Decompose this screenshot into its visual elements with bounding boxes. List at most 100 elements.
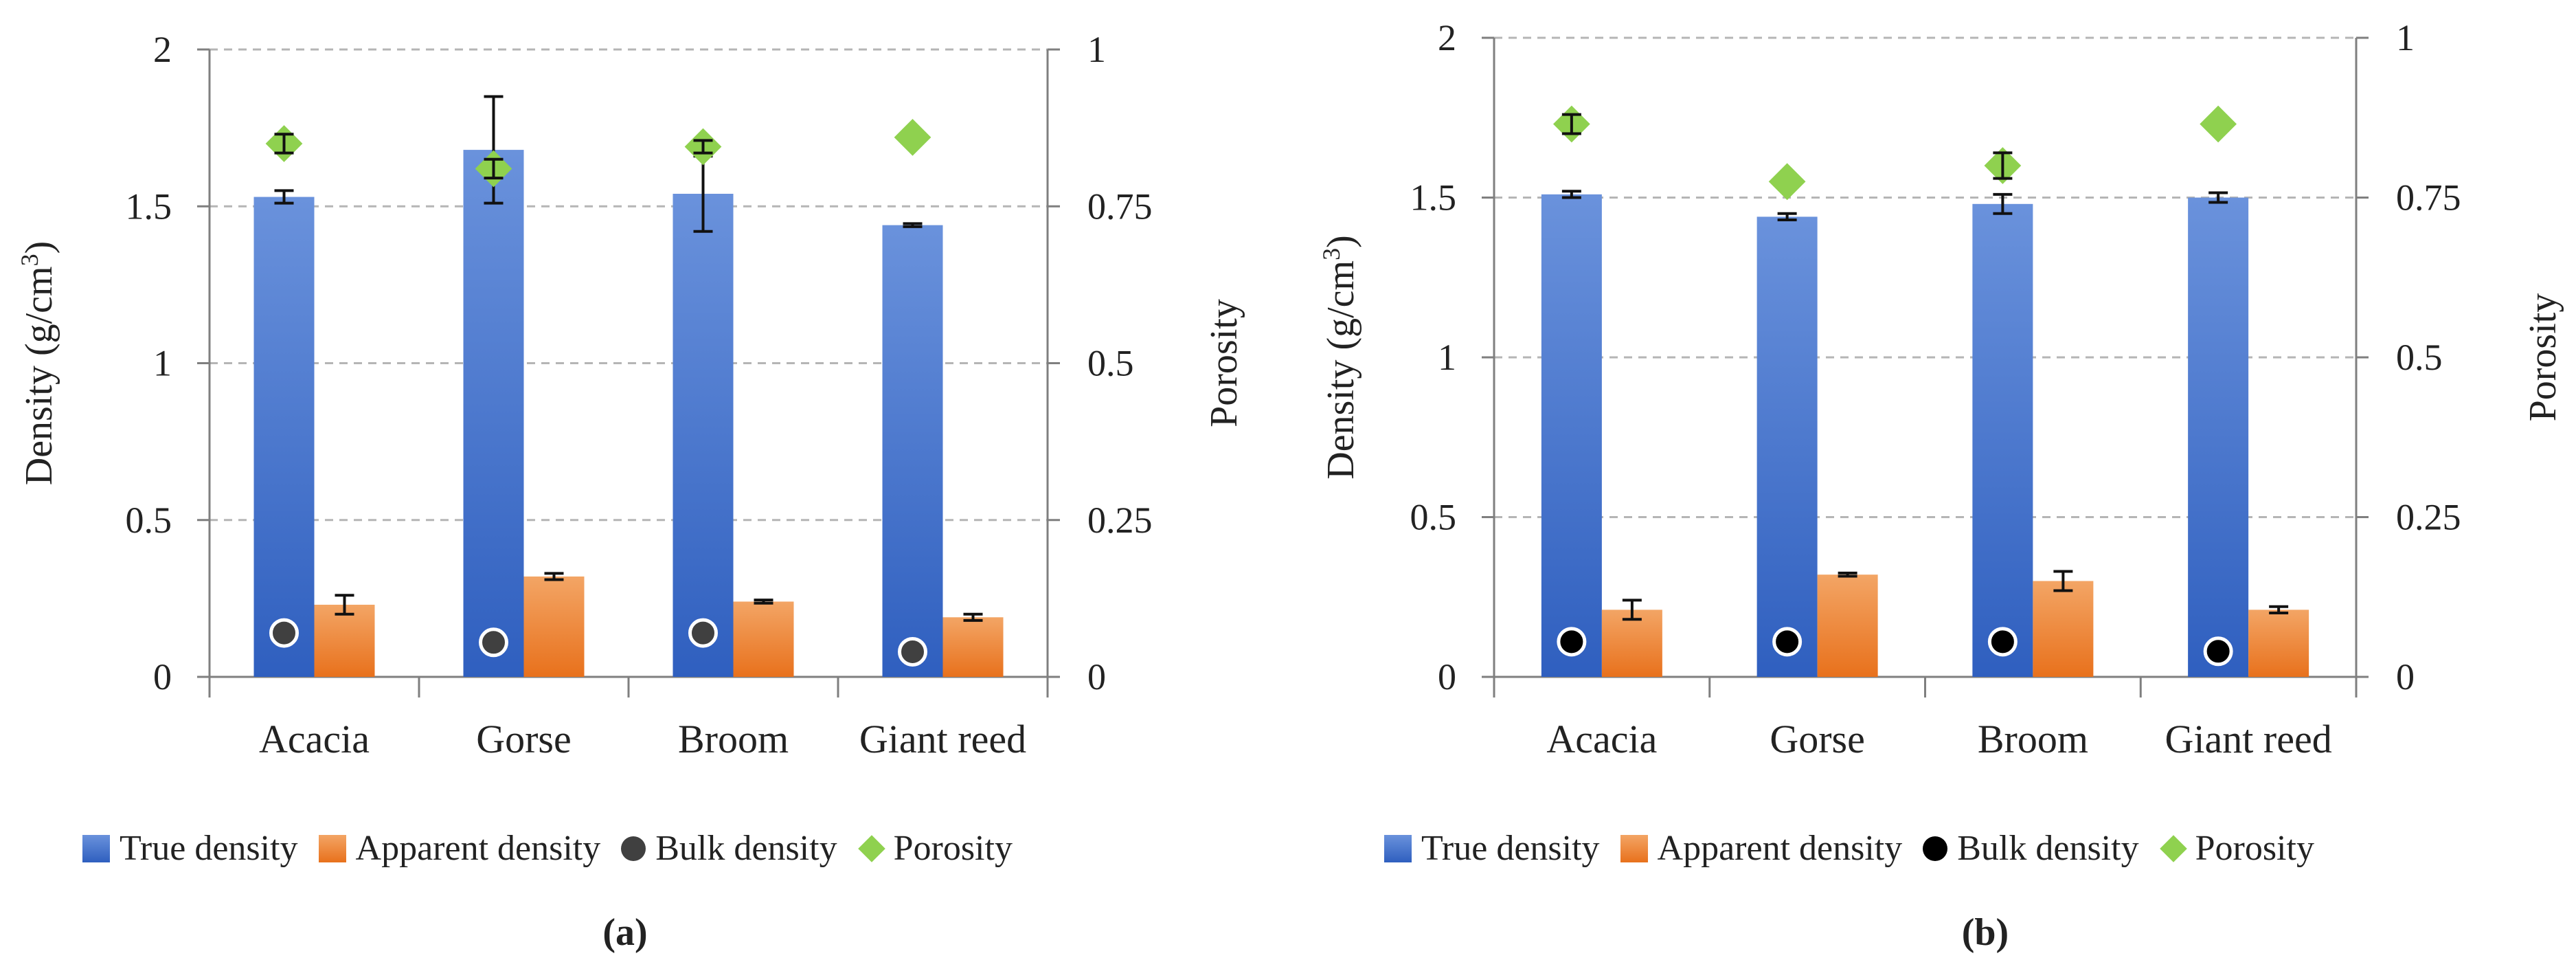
error-bar-apparent-density [2053, 570, 2073, 592]
y-tick-label: 0 [1438, 656, 1456, 697]
x-category-label: Acacia [259, 717, 370, 761]
legend-item-true-density: True density [1384, 828, 1600, 869]
y2-axis-title: Porosity [2522, 293, 2564, 422]
error-bar-apparent-density [754, 599, 773, 605]
point-bulk-density [688, 618, 718, 648]
x-category-label: Acacia [1546, 717, 1657, 761]
x-category-label: Broom [678, 717, 789, 761]
x-category-label: Gorse [476, 717, 572, 761]
error-bar-true-density [1993, 192, 2013, 215]
y2-tick-label: 1 [2396, 17, 2415, 58]
legend-item-bulk-density: Bulk density [1923, 828, 2139, 869]
bar-true-density [253, 197, 315, 677]
legend-swatch-true-density [82, 834, 110, 862]
point-bulk-density [2203, 636, 2233, 667]
y-axis-title: Density (g/cm3) [16, 241, 60, 485]
point-porosity [2200, 105, 2237, 143]
bar-true-density [463, 150, 524, 677]
legend-a: True density Apparent density Bulk densi… [82, 828, 1033, 869]
x-category-label: Giant reed [2165, 717, 2332, 761]
error-bar-porosity [1993, 151, 2013, 180]
y-axis-title-sup: 3 [16, 254, 43, 266]
bar-true-density [673, 193, 734, 677]
chart-b: 0 0.5 1 1.5 2 0 0.25 0.5 0.75 1 Density (g/cm3) Por… [1318, 17, 2564, 761]
error-bar-apparent-density [1622, 599, 1642, 621]
bar-true-density [1972, 203, 2033, 677]
y2-axis-title: Porosity [1203, 299, 1245, 427]
y2-tick-label: 0.75 [2396, 177, 2461, 219]
chart-panel-b: 0 0.5 1 1.5 2 0 0.25 0.5 0.75 1 Density (g/cm3) Por… [1288, 0, 2576, 960]
y2-tick-label: 0 [1087, 656, 1106, 697]
error-bar-porosity [274, 133, 294, 155]
error-bar-apparent-density [544, 572, 564, 581]
y-tick-label: 1.5 [1410, 177, 1457, 219]
legend-swatch-bulk-density [1923, 836, 1948, 861]
y-axis-title: Density (g/cm3) [1318, 235, 1362, 479]
bar-apparent-density [523, 576, 585, 677]
legend-label: True density [1421, 829, 1600, 868]
legend-item-true-density: True density [82, 828, 298, 869]
y2-tick-label: 0.25 [2396, 497, 2461, 538]
legend-item-porosity: Porosity [2159, 828, 2314, 869]
legend-swatch-porosity [857, 834, 885, 862]
y-axis-title-text: Density (g/cm [18, 266, 60, 485]
point-bulk-density [1987, 627, 2018, 657]
error-bar-true-density [1561, 190, 1581, 199]
legend-swatch-porosity [2159, 834, 2187, 862]
x-category-label: Broom [1978, 717, 2088, 761]
error-bar-porosity [1561, 113, 1581, 135]
x-category-label: Gorse [1770, 717, 1865, 761]
error-bar-porosity [484, 157, 504, 180]
error-bar-apparent-density [1838, 571, 1857, 578]
legend-swatch-true-density [1384, 834, 1412, 862]
y2-tick-label: 0 [2396, 656, 2415, 697]
bar-true-density [882, 225, 943, 677]
y-axis-title-close: ) [1320, 235, 1362, 248]
chart-panel-a: 0 0.5 1 1.5 2 0 0.25 0.5 0.75 1 Density (g/cm3) Por… [16, 29, 1245, 954]
error-bar-porosity [693, 139, 713, 155]
y-tick-label: 1 [1438, 337, 1456, 378]
y-tick-label: 1.5 [126, 186, 172, 227]
legend-b: True density Apparent density Bulk densi… [1384, 828, 2335, 869]
y2-tick-label: 1 [1087, 29, 1106, 70]
legend-swatch-apparent-density [318, 834, 346, 862]
legend-item-porosity: Porosity [857, 828, 1013, 869]
bar-apparent-density [2033, 581, 2094, 677]
bar-true-density [1756, 216, 1818, 677]
y-tick-label: 2 [153, 29, 172, 70]
error-bar-apparent-density [2269, 605, 2289, 614]
y-tick-label: 1 [153, 343, 172, 384]
error-bar-apparent-density [963, 612, 983, 622]
bar-apparent-density [314, 605, 375, 677]
error-bar-apparent-density [335, 594, 354, 616]
chart-a: 0 0.5 1 1.5 2 0 0.25 0.5 0.75 1 Density (g/cm3) Por… [16, 29, 1245, 761]
y-tick-label: 0.5 [1410, 497, 1457, 538]
point-bulk-density [269, 618, 299, 648]
y-axis-title-text: Density (g/cm [1320, 260, 1362, 480]
panel-label-a: (a) [602, 911, 648, 954]
bar-apparent-density [733, 601, 794, 677]
error-bar-true-density [274, 189, 294, 205]
legend-item-bulk-density: Bulk density [621, 828, 837, 869]
legend-label: Porosity [2195, 829, 2314, 868]
error-bar-true-density [1777, 212, 1797, 222]
y2-tick-label: 0.5 [2396, 337, 2443, 378]
bar-apparent-density [942, 617, 1004, 677]
error-bar-true-density [2208, 191, 2228, 204]
bar-true-density [1541, 194, 1602, 678]
bar-apparent-density [2248, 610, 2309, 677]
legend-label: Bulk density [1957, 829, 2139, 868]
panel-label-b: (b) [1961, 911, 2009, 954]
y2-tick-label: 0.75 [1087, 186, 1153, 227]
point-bulk-density [1557, 627, 1587, 657]
bar-apparent-density [1601, 610, 1662, 677]
y-tick-label: 0 [153, 656, 172, 697]
x-category-label: Giant reed [859, 717, 1026, 761]
y-tick-label: 0.5 [126, 500, 172, 541]
y-axis-title-sup: 3 [1318, 248, 1345, 260]
legend-label: Apparent density [355, 829, 601, 868]
bar-true-density [2188, 197, 2249, 677]
y2-tick-label: 0.5 [1087, 343, 1134, 384]
y-axis-title-close: ) [18, 241, 60, 254]
legend-label: Apparent density [1657, 829, 1903, 868]
